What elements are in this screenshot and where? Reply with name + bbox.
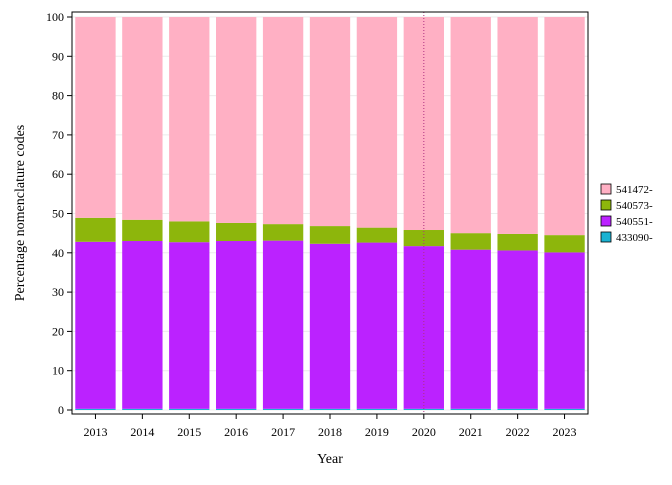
bar-stack-2017 xyxy=(262,17,304,410)
bar-segment xyxy=(544,408,585,410)
bar-segment xyxy=(216,241,257,409)
legend-swatch xyxy=(600,215,612,227)
bar-segment xyxy=(122,241,163,409)
bar-segment xyxy=(450,249,491,409)
x-tick-label: 2013 xyxy=(83,425,107,439)
bar-segment xyxy=(497,250,538,409)
bar-segment xyxy=(450,233,491,250)
y-tick-label: 20 xyxy=(52,324,64,338)
bar-segment xyxy=(75,408,116,410)
bar-stack-2019 xyxy=(356,17,398,410)
bar-segment xyxy=(216,222,257,242)
y-tick-label: 80 xyxy=(52,89,64,103)
bar-stack-2021 xyxy=(450,17,491,410)
bar-segment xyxy=(450,408,491,410)
bar-segment xyxy=(497,233,538,251)
bar-stack-2015 xyxy=(169,17,210,410)
bar-segment xyxy=(356,242,398,409)
bar-segment xyxy=(356,227,398,243)
y-axis-label: Percentage nomenclature codes xyxy=(13,125,28,301)
bar-segment xyxy=(544,235,585,253)
bar-segment xyxy=(544,17,585,236)
y-tick-label: 90 xyxy=(52,49,64,63)
bar-stack-2014 xyxy=(122,17,163,410)
y-tick-label: 30 xyxy=(52,285,64,299)
bar-segment xyxy=(497,17,538,234)
x-tick-label: 2018 xyxy=(318,425,342,439)
bar-segment xyxy=(356,17,398,228)
bar-segment xyxy=(169,408,210,410)
x-axis-label: Year xyxy=(317,452,343,467)
y-tick-label: 50 xyxy=(52,207,64,221)
legend-label: 540573- xyxy=(616,200,653,212)
bar-segment xyxy=(544,252,585,409)
legend: 541472- 540573- 540551- 433090- xyxy=(600,183,653,244)
bar-segment xyxy=(403,408,444,410)
bar-segment xyxy=(262,224,304,241)
x-tick-label: 2019 xyxy=(365,425,389,439)
x-tick-label: 2022 xyxy=(506,425,530,439)
bar-segment xyxy=(169,242,210,409)
bar-segment xyxy=(262,408,304,410)
y-tick-label: 70 xyxy=(52,128,64,142)
bar-segment xyxy=(75,217,116,242)
bar-stack-2023 xyxy=(544,17,585,410)
x-tick-label: 2016 xyxy=(224,425,248,439)
y-tick-label: 60 xyxy=(52,167,64,181)
bar-segment xyxy=(122,408,163,410)
legend-item: 541472- xyxy=(600,183,653,196)
legend-swatch xyxy=(600,199,612,211)
y-tick-label: 10 xyxy=(52,364,64,378)
bar-segment xyxy=(309,17,351,227)
bar-segment xyxy=(262,240,304,409)
bar-segment xyxy=(169,221,210,243)
x-tick-label: 2020 xyxy=(412,425,436,439)
bar-segment xyxy=(450,17,491,234)
bar-stacks xyxy=(75,17,585,410)
bar-stack-2018 xyxy=(309,17,351,410)
bar-stack-2013 xyxy=(75,17,116,410)
legend-item: 540551- xyxy=(600,215,653,228)
x-tick-label: 2015 xyxy=(177,425,201,439)
bar-stack-2022 xyxy=(497,17,538,410)
bar-segment xyxy=(403,230,444,247)
bar-segment xyxy=(122,17,163,220)
y-tick-label: 40 xyxy=(52,246,64,260)
x-tick-label: 2023 xyxy=(553,425,577,439)
bar-segment xyxy=(216,17,257,223)
bar-segment xyxy=(122,219,163,242)
y-axis: 0 10 20 30 40 50 60 70 80 90 100 xyxy=(46,10,72,417)
bar-segment xyxy=(75,17,116,218)
legend-label: 541472- xyxy=(616,184,653,196)
y-tick-label: 100 xyxy=(46,10,64,24)
bar-segment xyxy=(356,408,398,410)
legend-item: 540573- xyxy=(600,199,653,212)
legend-label: 433090- xyxy=(616,232,653,244)
bar-stack-2016 xyxy=(216,17,257,410)
bar-segment xyxy=(497,408,538,410)
bar-segment xyxy=(169,17,210,222)
bar-segment xyxy=(216,408,257,410)
x-tick-label: 2021 xyxy=(459,425,483,439)
bar-segment xyxy=(309,243,351,409)
bar-segment xyxy=(309,408,351,410)
legend-label: 540551- xyxy=(616,216,653,228)
legend-item: 433090- xyxy=(600,231,653,244)
bar-segment xyxy=(75,241,116,409)
legend-swatch xyxy=(600,231,612,243)
x-axis: 2013 2014 2015 2016 2017 2018 2019 2020 2021 2022… xyxy=(83,414,577,439)
x-tick-label: 2017 xyxy=(271,425,295,439)
bar-segment xyxy=(262,17,304,225)
bar-segment xyxy=(309,226,351,244)
legend-swatch xyxy=(600,183,612,195)
y-tick-label: 0 xyxy=(58,403,64,417)
x-tick-label: 2014 xyxy=(130,425,154,439)
